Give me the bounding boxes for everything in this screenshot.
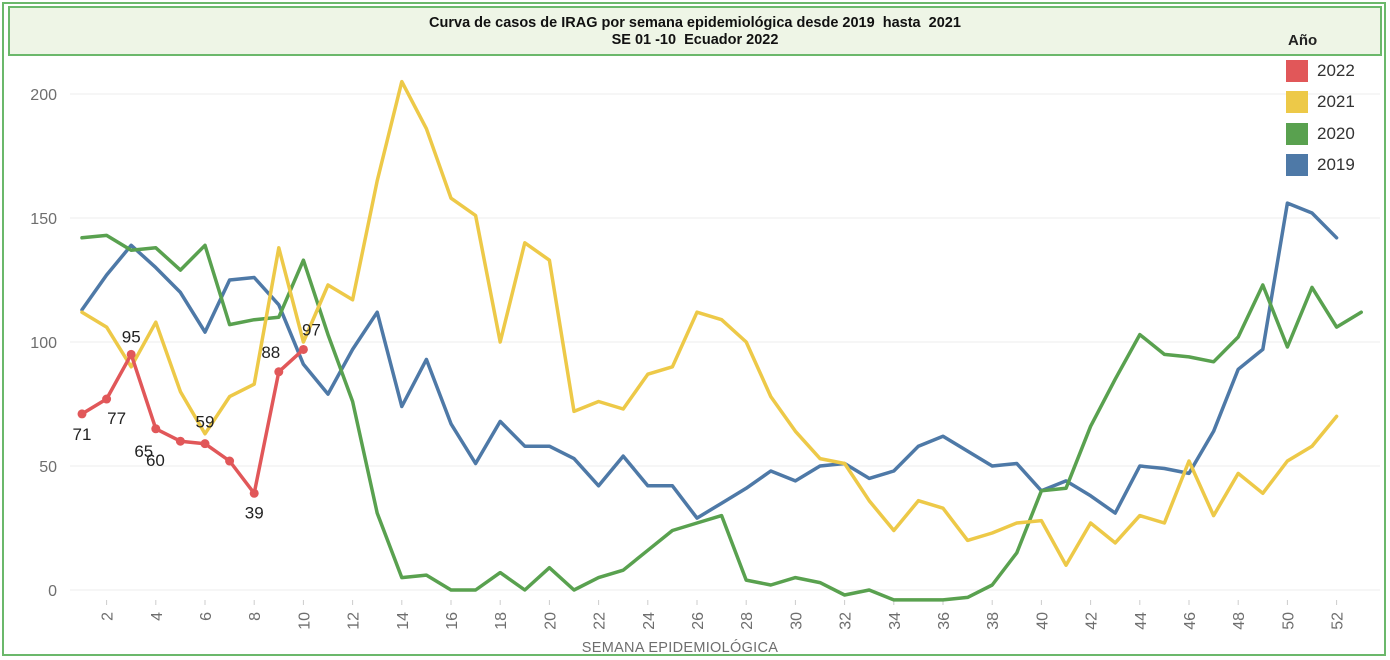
point-2022-4 <box>151 424 161 434</box>
data-label-2022-3: 95 <box>122 327 141 346</box>
chart-title-box: Curva de casos de IRAG por semana epidem… <box>8 6 1382 56</box>
x-tick-label: 18 <box>493 612 510 630</box>
y-tick-label: 200 <box>30 87 57 104</box>
y-tick-label: 50 <box>39 459 57 476</box>
x-tick-label: 14 <box>395 612 412 630</box>
data-label-2022-2: 77 <box>107 409 126 428</box>
x-tick-label: 46 <box>1182 612 1199 630</box>
point-2022-6 <box>200 439 210 449</box>
point-2022-8 <box>249 488 259 498</box>
data-label-2022-8: 39 <box>245 503 264 522</box>
x-axis-label: SEMANA EPIDEMIOLÓGICA <box>582 639 778 656</box>
legend-swatch <box>1286 91 1308 114</box>
legend-item-2021[interactable]: 2021 <box>1286 87 1382 119</box>
legend-item-2019[interactable]: 2019 <box>1286 150 1382 182</box>
chart-subtitle: SE 01 -10 Ecuador 2022 <box>611 32 779 48</box>
y-tick-label: 0 <box>48 583 57 600</box>
y-tick-label: 150 <box>30 211 57 228</box>
x-tick-label: 24 <box>641 612 658 630</box>
chart-title: Curva de casos de IRAG por semana epidem… <box>429 15 961 31</box>
legend-swatch <box>1286 122 1308 145</box>
legend: Año 2022 2021 2020 2019 <box>1286 32 1382 181</box>
x-tick-label: 2 <box>100 612 117 621</box>
x-tick-label: 6 <box>198 612 215 621</box>
point-2022-2 <box>102 394 112 404</box>
x-tick-label: 52 <box>1330 612 1347 630</box>
x-tick-label: 8 <box>247 612 264 621</box>
x-tick-label: 44 <box>1133 612 1150 630</box>
x-tick-label: 4 <box>149 612 166 621</box>
legend-swatch <box>1286 59 1308 82</box>
x-tick-label: 36 <box>936 612 953 630</box>
point-2022-7 <box>225 456 235 466</box>
legend-title: Año <box>1288 32 1318 49</box>
x-tick-label: 12 <box>346 612 363 630</box>
x-tick-label: 28 <box>739 612 756 630</box>
x-tick-label: 16 <box>444 612 461 630</box>
legend-label: 2019 <box>1317 155 1355 175</box>
point-2022-5 <box>175 436 185 446</box>
point-2022-1 <box>77 409 87 419</box>
data-label-2022-4: 65 <box>134 442 153 461</box>
series-line-2020 <box>80 233 1363 602</box>
data-label-2022-6: 59 <box>196 413 215 432</box>
series-line-2021 <box>80 79 1339 567</box>
x-tick-label: 42 <box>1084 612 1101 630</box>
data-label-2022-1: 71 <box>73 425 92 444</box>
x-tick-label: 10 <box>296 612 313 630</box>
legend-label: 2021 <box>1317 92 1355 112</box>
data-label-2022-5: 60 <box>146 451 165 470</box>
x-tick-label: 20 <box>542 612 559 630</box>
x-axis-ticks: 2 4 6 8 10 12 14 16 18 20 22 24 26 28 30 32 34 36 38 40 42 44… <box>100 600 1347 630</box>
point-2022-3 <box>126 349 136 359</box>
data-label-2022-10: 97 <box>302 320 321 339</box>
series-layer <box>77 79 1363 602</box>
legend-item-2022[interactable]: 2022 <box>1286 55 1382 87</box>
x-tick-label: 30 <box>788 612 805 630</box>
legend-label: 2020 <box>1317 123 1355 143</box>
y-tick-label: 100 <box>30 335 57 352</box>
point-2022-9 <box>274 367 284 377</box>
x-tick-label: 38 <box>985 612 1002 630</box>
x-tick-label: 40 <box>1034 612 1051 630</box>
x-tick-label: 26 <box>690 612 707 630</box>
data-label-2022-9: 88 <box>261 343 280 362</box>
series-line-2022 <box>80 347 306 496</box>
x-tick-label: 32 <box>838 612 855 630</box>
y-axis-ticks: 0 50 100 150 200 <box>30 87 57 600</box>
legend-label: 2022 <box>1317 60 1355 80</box>
x-tick-label: 50 <box>1280 612 1297 630</box>
grid-layer <box>70 93 1380 591</box>
x-tick-label: 48 <box>1231 612 1248 630</box>
point-2022-10 <box>298 344 308 354</box>
x-tick-label: 34 <box>887 612 904 630</box>
series-line-2019 <box>80 201 1339 520</box>
legend-swatch <box>1286 154 1308 177</box>
x-tick-label: 22 <box>592 612 609 630</box>
legend-item-2020[interactable]: 2020 <box>1286 118 1382 150</box>
